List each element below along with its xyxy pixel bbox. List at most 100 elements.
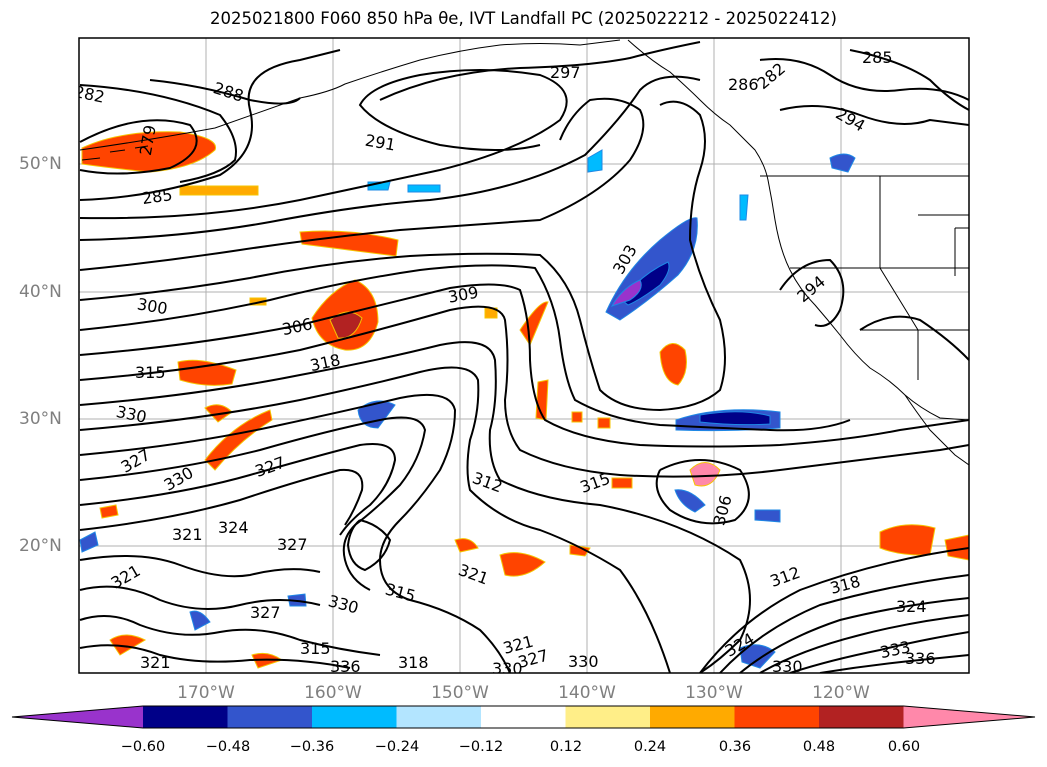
clabel: 291 (364, 131, 397, 155)
clabel: 315 (383, 579, 417, 605)
clabel: 318 (828, 572, 862, 598)
clabel: 327 (250, 603, 281, 622)
contour-lows-east (859, 315, 969, 361)
shade-neg-sub2 (674, 489, 706, 513)
positive-shading (81, 131, 969, 669)
contour-sw-3 (79, 615, 381, 656)
contour-300 (79, 97, 645, 271)
shade-neg-n2 (407, 184, 441, 193)
colorbar-outline (11, 705, 1036, 729)
shade-south2 (499, 552, 546, 577)
clabel: 309 (447, 283, 480, 307)
contour-east-333 (789, 631, 969, 673)
clabel: 288 (211, 78, 246, 106)
contour-291 (79, 69, 568, 220)
contour-297 (379, 41, 701, 101)
colorbar-tick: 0.24 (633, 739, 667, 755)
colorbar-tick: −0.60 (120, 739, 166, 755)
contour-327 (79, 443, 397, 536)
colorbar-tick: −0.36 (289, 739, 335, 755)
contour-cell-sw (346, 519, 392, 572)
colorbar-tick: −0.48 (205, 739, 251, 755)
state-line-3 (879, 267, 919, 380)
shade-neg-mid (357, 400, 396, 429)
colorbar-segment (650, 706, 735, 728)
contour-sw-2 (79, 585, 321, 610)
clabel: 285 (141, 185, 174, 208)
contour-canada-2 (779, 105, 969, 126)
clabel: 327 (277, 535, 308, 554)
map-title: 2025021800 F060 850 hPa θe, IVT Landfall… (210, 9, 837, 28)
contour-318 (79, 366, 671, 673)
clabel: 318 (308, 350, 342, 375)
colorbar-tick: 0.48 (802, 739, 836, 755)
contour-303 (79, 100, 726, 412)
clabel: 318 (398, 653, 429, 672)
shade-south1 (454, 538, 479, 553)
colorbar-segment (734, 706, 820, 728)
shade-mid-north (299, 230, 399, 257)
shade-neg-sw1 (189, 610, 211, 631)
contour-321 (79, 393, 511, 673)
gridlines (79, 38, 969, 673)
shade-east-south (879, 524, 936, 556)
clabel: 330 (568, 652, 599, 671)
clabel: 282 (753, 59, 789, 93)
shade-alaska-orange (179, 185, 259, 196)
contour-sw-4 (79, 644, 351, 669)
colorbar-segment (227, 706, 313, 728)
lon-label-160w: 160°W (304, 683, 362, 703)
contour-306 (79, 264, 851, 432)
colorbar-extend-max (903, 706, 1035, 728)
bc-coast (627, 39, 969, 421)
clabel: 315 (135, 363, 166, 382)
contour-330 (79, 468, 364, 531)
colorbar-extend-min (12, 706, 143, 728)
contour-315 (79, 341, 751, 673)
shade-neg-n4 (739, 194, 749, 221)
clabel: 306 (709, 493, 735, 527)
clabel: 315 (578, 469, 613, 497)
plot-frame (78, 37, 970, 674)
state-line-6 (954, 227, 969, 276)
contour-east-312 (699, 547, 969, 673)
shade-neg-low (739, 644, 776, 669)
clabel: 336 (330, 657, 361, 676)
contour-east-327 (759, 614, 969, 673)
clabel: 321 (140, 653, 171, 672)
shade-south3 (569, 544, 591, 557)
shade-small6 (611, 477, 633, 489)
contour-coast-294 (779, 258, 845, 327)
clabel: 330 (492, 659, 523, 678)
clabel: 336 (905, 649, 936, 668)
lon-label-120w: 120°W (812, 683, 870, 703)
clabel: 306 (280, 314, 314, 339)
colorbar-segment (396, 706, 482, 728)
contour-sub-306 (655, 459, 750, 525)
contour-labels: 282 288 297 286 282 285 291 285 303 294 … (72, 48, 936, 678)
contour-282 (79, 84, 237, 183)
shade-sub (659, 343, 687, 386)
shade-neg-main-purple (610, 279, 642, 307)
lon-label-130w: 130°W (685, 683, 743, 703)
lat-label-30: 30°N (19, 409, 62, 429)
clabel: 321 (172, 525, 203, 544)
aleutian-islands (81, 145, 149, 161)
contour-east-318 (719, 574, 969, 673)
clabel: 286 (728, 75, 759, 94)
shade-neg-n3 (587, 149, 603, 173)
clabel: 324 (896, 597, 927, 616)
contour-canada-1 (759, 58, 969, 101)
contour-285-a (79, 49, 341, 201)
shade-center-east (519, 301, 549, 347)
colorbar-tick: −0.12 (458, 739, 504, 755)
contour-east-324 (739, 597, 969, 673)
shade-neg-sub-inner (699, 411, 771, 426)
lon-label-150w: 150°W (431, 683, 489, 703)
clabel: 282 (72, 82, 106, 107)
clabel: 285 (862, 48, 893, 67)
contour-309 (79, 283, 969, 448)
colorbar-tick: 0.12 (549, 739, 583, 755)
lon-label-170w: 170°W (177, 683, 235, 703)
